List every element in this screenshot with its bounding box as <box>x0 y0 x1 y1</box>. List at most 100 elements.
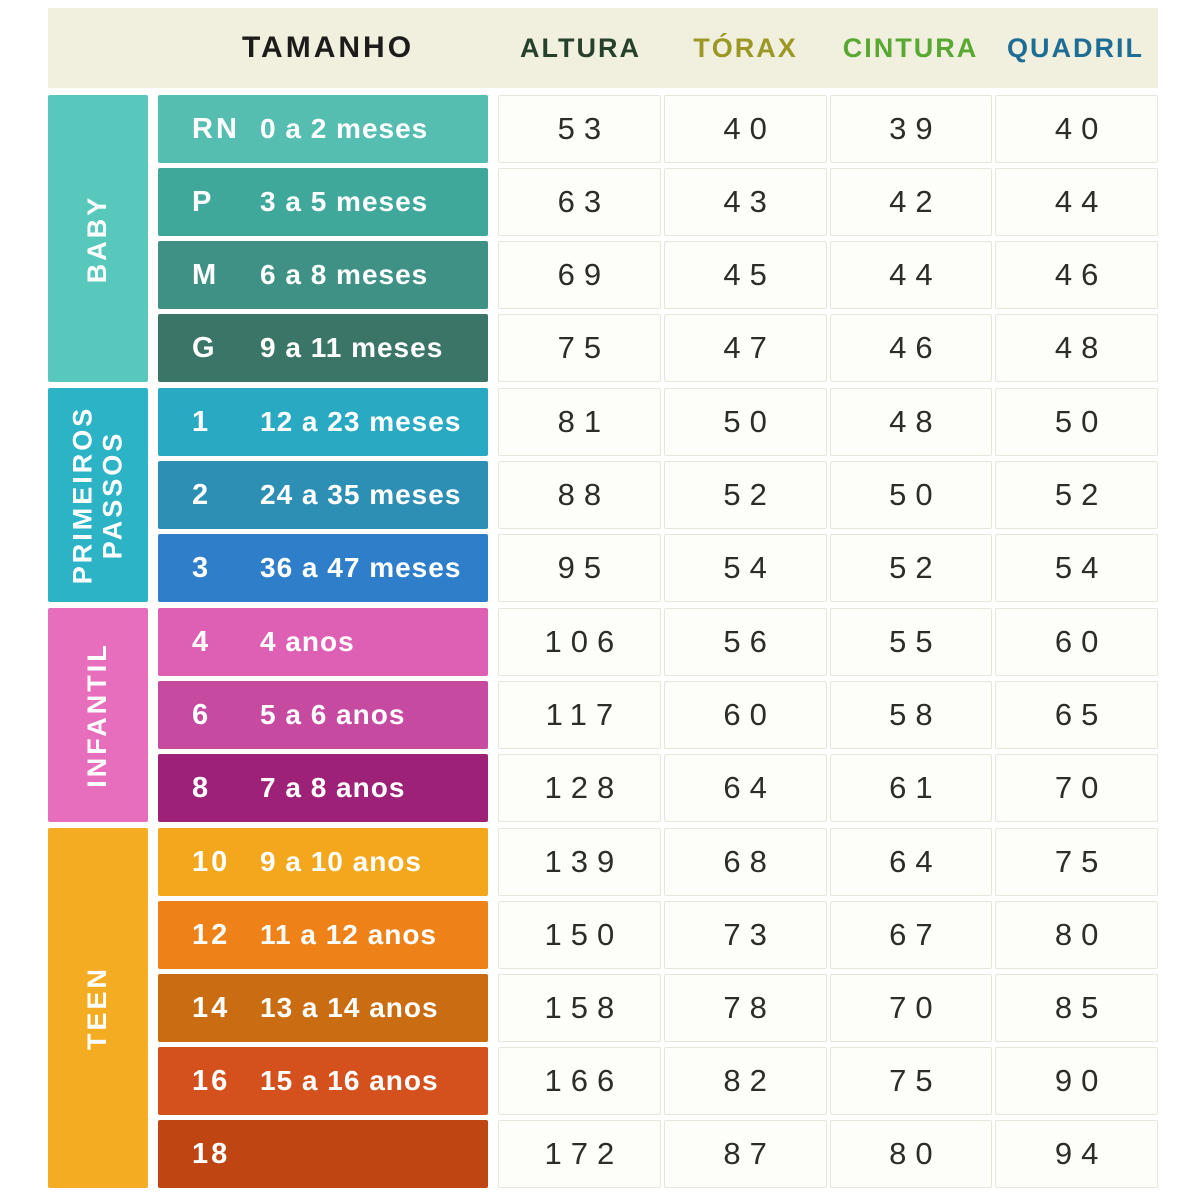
size-bar: M 6 a 8 meses <box>158 241 488 309</box>
torax-cell: 54 <box>663 534 827 602</box>
cintura-cell: 64 <box>829 828 993 896</box>
cintura-cell: 75 <box>829 1047 993 1115</box>
size-label: P <box>192 185 215 218</box>
torax-cell: 64 <box>663 754 827 822</box>
section-label-infantil: INFANTIL <box>48 608 148 822</box>
age-range-label: 13 a 14 anos <box>260 992 439 1023</box>
size-row: 6 5 a 6 anos 117 60 58 65 <box>158 681 1158 749</box>
cintura-cell: 42 <box>829 168 993 236</box>
quadril-cell: 80 <box>995 901 1158 969</box>
size-bar: 4 4 anos <box>158 608 488 676</box>
cintura-cell: 58 <box>829 681 993 749</box>
size-row: 1 12 a 23 meses 81 50 48 50 <box>158 388 1158 456</box>
size-row: 4 4 anos 106 56 55 60 <box>158 608 1158 676</box>
altura-cell: 75 <box>498 314 661 382</box>
torax-cell: 68 <box>663 828 827 896</box>
torax-cell: 56 <box>663 608 827 676</box>
column-header-cintura: CINTURA <box>842 32 979 63</box>
size-row: 2 24 a 35 meses 88 52 50 52 <box>158 461 1158 529</box>
cintura-cell: 70 <box>829 974 993 1042</box>
size-label: 16 <box>192 1064 231 1097</box>
altura-cell: 150 <box>498 901 661 969</box>
size-label: 6 <box>192 698 212 731</box>
size-bar: 14 13 a 14 anos <box>158 974 488 1042</box>
size-bar: 1 12 a 23 meses <box>158 388 488 456</box>
quadril-cell: 48 <box>995 314 1158 382</box>
quadril-cell: 85 <box>995 974 1158 1042</box>
cintura-cell: 48 <box>829 388 993 456</box>
age-range-label: 6 a 8 meses <box>260 259 429 290</box>
size-row: 12 11 a 12 anos 150 73 67 80 <box>158 901 1158 969</box>
altura-cell: 172 <box>498 1120 661 1188</box>
age-range-label: 24 a 35 meses <box>260 479 462 510</box>
section-label-text: BABY <box>82 194 113 283</box>
age-range-label: 36 a 47 meses <box>260 552 462 583</box>
age-range-label: 3 a 5 meses <box>260 186 429 217</box>
size-row: 3 36 a 47 meses 95 54 52 54 <box>158 534 1158 602</box>
size-bar: 10 9 a 10 anos <box>158 828 488 896</box>
section-infantil: INFANTIL 4 4 anos 106 56 55 60 6 5 a 6 a… <box>48 608 1158 822</box>
altura-cell: 95 <box>498 534 661 602</box>
cintura-cell: 44 <box>829 241 993 309</box>
cintura-cell: 55 <box>829 608 993 676</box>
section-label-text: INFANTIL <box>82 642 113 788</box>
section-primeiros-passos: PRIMEIROS PASSOS 1 12 a 23 meses 81 50 4… <box>48 388 1158 602</box>
altura-cell: 128 <box>498 754 661 822</box>
cintura-cell: 46 <box>829 314 993 382</box>
size-bar: 8 7 a 8 anos <box>158 754 488 822</box>
age-range-label: 9 a 11 meses <box>260 332 444 363</box>
section-label-text: TEEN <box>82 966 113 1051</box>
section-teen: TEEN 10 9 a 10 anos 139 68 64 75 12 11 a… <box>48 828 1158 1188</box>
size-bar: P 3 a 5 meses <box>158 168 488 236</box>
quadril-cell: 75 <box>995 828 1158 896</box>
column-header-altura: ALTURA <box>520 32 641 63</box>
altura-cell: 63 <box>498 168 661 236</box>
altura-cell: 69 <box>498 241 661 309</box>
section-label-teen: TEEN <box>48 828 148 1188</box>
torax-cell: 47 <box>663 314 827 382</box>
section-label-text: PRIMEIROS PASSOS <box>67 405 127 585</box>
cintura-cell: 39 <box>829 95 993 163</box>
cintura-cell: 67 <box>829 901 993 969</box>
column-header-tamanho: TAMANHO <box>241 31 415 64</box>
size-label: 3 <box>192 551 212 584</box>
cintura-cell: 61 <box>829 754 993 822</box>
torax-cell: 52 <box>663 461 827 529</box>
size-bar: 16 15 a 16 anos <box>158 1047 488 1115</box>
size-row: M 6 a 8 meses 69 45 44 46 <box>158 241 1158 309</box>
size-row: RN 0 a 2 meses 53 40 39 40 <box>158 95 1158 163</box>
size-row: 10 9 a 10 anos 139 68 64 75 <box>158 828 1158 896</box>
size-bar: 12 11 a 12 anos <box>158 901 488 969</box>
size-label: M <box>192 258 220 291</box>
section-label-baby: BABY <box>48 95 148 382</box>
size-row: P 3 a 5 meses 63 43 42 44 <box>158 168 1158 236</box>
altura-cell: 53 <box>498 95 661 163</box>
altura-cell: 88 <box>498 461 661 529</box>
table-header: TAMANHO ALTURA TÓRAX CINTURA QUADRIL <box>48 8 1158 88</box>
section-baby: BABY RN 0 a 2 meses 53 40 39 40 P 3 a 5 … <box>48 95 1158 382</box>
size-label: 4 <box>192 625 212 658</box>
size-label: 10 <box>192 845 231 878</box>
torax-cell: 73 <box>663 901 827 969</box>
age-range-label: 15 a 16 anos <box>260 1065 439 1096</box>
size-chart-table: TAMANHO ALTURA TÓRAX CINTURA QUADRIL BAB… <box>48 8 1158 1194</box>
torax-cell: 50 <box>663 388 827 456</box>
size-label: 18 <box>192 1137 231 1170</box>
size-bar: 6 5 a 6 anos <box>158 681 488 749</box>
age-range-label: 9 a 10 anos <box>260 846 422 877</box>
quadril-cell: 60 <box>995 608 1158 676</box>
size-bar: RN 0 a 2 meses <box>158 95 488 163</box>
size-label: RN <box>192 112 240 145</box>
cintura-cell: 52 <box>829 534 993 602</box>
quadril-cell: 50 <box>995 388 1158 456</box>
size-label: 1 <box>192 405 212 438</box>
size-bar: 2 24 a 35 meses <box>158 461 488 529</box>
column-header-torax: TÓRAX <box>693 32 798 63</box>
quadril-cell: 52 <box>995 461 1158 529</box>
altura-cell: 158 <box>498 974 661 1042</box>
size-bar: 18 <box>158 1120 488 1188</box>
age-range-label: 12 a 23 meses <box>260 406 462 437</box>
size-bar: G 9 a 11 meses <box>158 314 488 382</box>
size-row: 18 172 87 80 94 <box>158 1120 1158 1188</box>
torax-cell: 60 <box>663 681 827 749</box>
